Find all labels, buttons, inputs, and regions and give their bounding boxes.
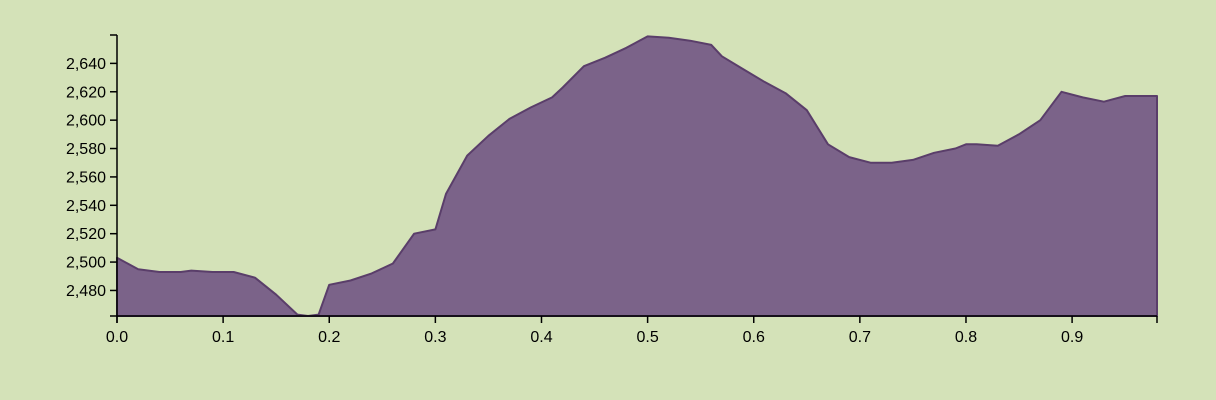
y-tick-label: 2,580 [66,141,106,158]
y-tick-label: 2,480 [66,283,106,300]
x-axis: 0.0 0.1 0.2 0.3 0.4 0.5 0.6 0.7 0.8 0.9 [106,315,1158,346]
x-tick-label: 0.4 [530,329,552,346]
x-tick-label: 0.6 [743,329,765,346]
x-tick-label: 0.1 [212,329,234,346]
y-tick-label: 2,560 [66,169,106,186]
x-tick-label: 0.7 [849,329,871,346]
y-tick-label: 2,640 [66,56,106,73]
x-tick-label: 0.8 [955,329,977,346]
y-tick-label: 2,540 [66,198,106,215]
area-series [116,35,1158,317]
x-tick-label: 0.2 [318,329,340,346]
y-axis: 2,480 2,500 2,520 2,540 2,560 2,580 2,600 2,620… [66,34,118,317]
y-tick-label: 2,620 [66,84,106,101]
y-tick-label: 2,500 [66,255,106,272]
x-tick-label: 0.0 [106,329,128,346]
x-tick-label: 0.3 [424,329,446,346]
x-tick-label: 0.5 [636,329,658,346]
y-tick-label: 2,520 [66,226,106,243]
y-tick-label: 2,600 [66,113,106,130]
plot-area [116,35,1158,317]
x-tick-label: 0.9 [1061,329,1083,346]
